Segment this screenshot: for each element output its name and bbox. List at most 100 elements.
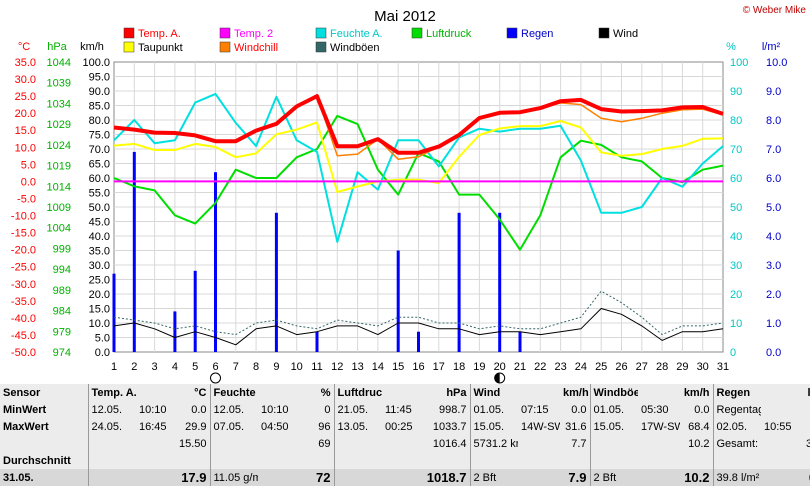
x-tick-label: 29: [676, 361, 688, 373]
axis-celsius-tick: 0.0: [21, 176, 36, 188]
series-temp-a-: [113, 94, 724, 155]
axis-rain-tick: 1.0: [766, 318, 781, 330]
x-tick-label: 13: [351, 361, 363, 373]
stats-cell-time: [761, 469, 803, 486]
axis-kmh-tick: 5.0: [95, 333, 110, 345]
stats-cell-date: [589, 452, 638, 469]
stats-header-label: Temp. A.: [87, 384, 136, 401]
stats-cell-value: 7.9: [560, 469, 590, 486]
stats-cell-value: [560, 452, 590, 469]
legend-label: Windböen: [330, 42, 380, 54]
chart-title: Mai 2012: [374, 8, 436, 25]
series-taupunkt: [113, 120, 724, 193]
x-tick-label: 16: [412, 361, 424, 373]
axis-kmh-tick: 25.0: [89, 275, 110, 287]
axis-celsius-tick: 30.0: [15, 74, 36, 86]
axis-percent-tick: 10: [730, 318, 742, 330]
legend-label: Luftdruck: [426, 28, 472, 40]
stats-cell-value: 0.0: [803, 469, 810, 486]
axis-kmh-tick: 70.0: [89, 144, 110, 156]
stats-cell-time: 04:50: [261, 420, 289, 433]
rain-bar: [132, 151, 136, 352]
legend-swatch: [123, 41, 135, 53]
stats-cell-date: [87, 435, 136, 452]
stats-cell-value: 1033.7: [432, 420, 467, 433]
axis-percent-tick: 70: [730, 144, 742, 156]
stats-header-label: Feuchte A.: [209, 384, 258, 401]
axis-hpa-tick: 1014: [47, 181, 71, 193]
x-tick-label: 31: [717, 361, 729, 373]
axis-celsius-tick: -15.0: [11, 228, 36, 240]
stats-cell-value: 6.9: [803, 418, 810, 435]
stats-cell-time: [761, 401, 803, 418]
rain-bar: [214, 172, 217, 352]
axis-celsius-tick: 15.0: [15, 125, 36, 137]
legend-swatch: [123, 27, 135, 39]
axis-percent-tick: 60: [730, 173, 742, 185]
rain-bar: [518, 331, 522, 352]
axis-kmh-tick: 85.0: [89, 101, 110, 113]
stats-cell-date: 01.05.: [589, 401, 638, 418]
axis-kmh-tick: 75.0: [89, 130, 110, 142]
x-tick-label: 14: [372, 361, 384, 373]
axis-rain-tick: 5.0: [766, 202, 781, 214]
legend-swatch: [219, 27, 231, 39]
x-tick-label: 5: [192, 361, 198, 373]
axis-hpa-tick: 1034: [47, 98, 71, 110]
weather-chart: Mai 2012 © Weber Mike Temp. A. Temp. 2 Feu…: [10, 5, 807, 384]
stats-cell-time: 10:10: [261, 403, 289, 416]
x-tick-label: 19: [473, 361, 485, 373]
stats-cell-value: 0.0: [571, 403, 587, 416]
axis-header-rain: l/m²: [762, 41, 781, 53]
axis-header-kmh: km/h: [80, 41, 104, 53]
axis-hpa-tick: 984: [53, 306, 71, 318]
axis-kmh-tick: 40.0: [89, 231, 110, 243]
stats-cell-date: [87, 469, 136, 486]
legend-swatch: [219, 41, 231, 53]
stats-header-label: Regen: [712, 384, 761, 401]
stats-row: Durchschnitt: [0, 452, 810, 469]
axis-hpa-tick: 1019: [47, 161, 71, 173]
x-tick-label: 6: [212, 361, 218, 373]
legend-swatch: [598, 27, 610, 39]
legend-label: Temp. A.: [138, 28, 181, 40]
stats-header-spacer: [136, 384, 176, 401]
stats-cell-value: [176, 452, 210, 469]
axis-kmh-tick: 55.0: [89, 188, 110, 200]
legend-label: Wind: [613, 28, 638, 40]
stats-row: MaxWert 24.05. 16:45 29.9 07.05. 04:50 96 13.05…: [0, 418, 810, 435]
axis-rain-tick: 4.0: [766, 231, 781, 243]
axis-hpa-tick: 1024: [47, 140, 71, 152]
stats-cell-value: 69: [318, 437, 331, 450]
stats-cell-value: 10.2: [688, 437, 710, 450]
stats-cell-value: [298, 452, 334, 469]
stats-cell-date: 15.05.: [469, 418, 518, 435]
new-moon-shade: [494, 373, 500, 383]
legend-label: Windchill: [234, 42, 278, 54]
legend-swatch: [506, 27, 518, 39]
axis-rain-tick: 10.0: [766, 57, 787, 69]
series-wind: [113, 308, 724, 346]
axis-kmh-tick: 0.0: [95, 347, 110, 359]
x-tick-label: 30: [697, 361, 709, 373]
stats-cell-value: [803, 452, 810, 469]
axis-percent-tick: 90: [730, 86, 742, 98]
rain-bar: [315, 331, 319, 352]
stats-cell-date: [712, 452, 761, 469]
x-tick-label: 12: [331, 361, 343, 373]
stats-cell-date: 2 Bft: [469, 469, 518, 486]
stats-cell-time: [258, 469, 298, 486]
stats-cell-value: [680, 452, 713, 469]
axis-rain-tick: 7.0: [766, 144, 781, 156]
axis-celsius-tick: 20.0: [15, 108, 36, 120]
axis-hpa-tick: 989: [53, 285, 71, 297]
stats-row-label: MinWert: [3, 403, 47, 416]
axis-rain-tick: 2.0: [766, 289, 781, 301]
axis-kmh-tick: 60.0: [89, 173, 110, 185]
stats-cell-date: Gesamt:: [712, 435, 761, 452]
stats-cell-time: [638, 469, 680, 486]
stats-cell-date: 24.05.: [87, 418, 136, 435]
axis-kmh-tick: 50.0: [89, 202, 110, 214]
stats-cell-date: [87, 452, 136, 469]
axis-hpa-tick: 1039: [47, 78, 71, 90]
